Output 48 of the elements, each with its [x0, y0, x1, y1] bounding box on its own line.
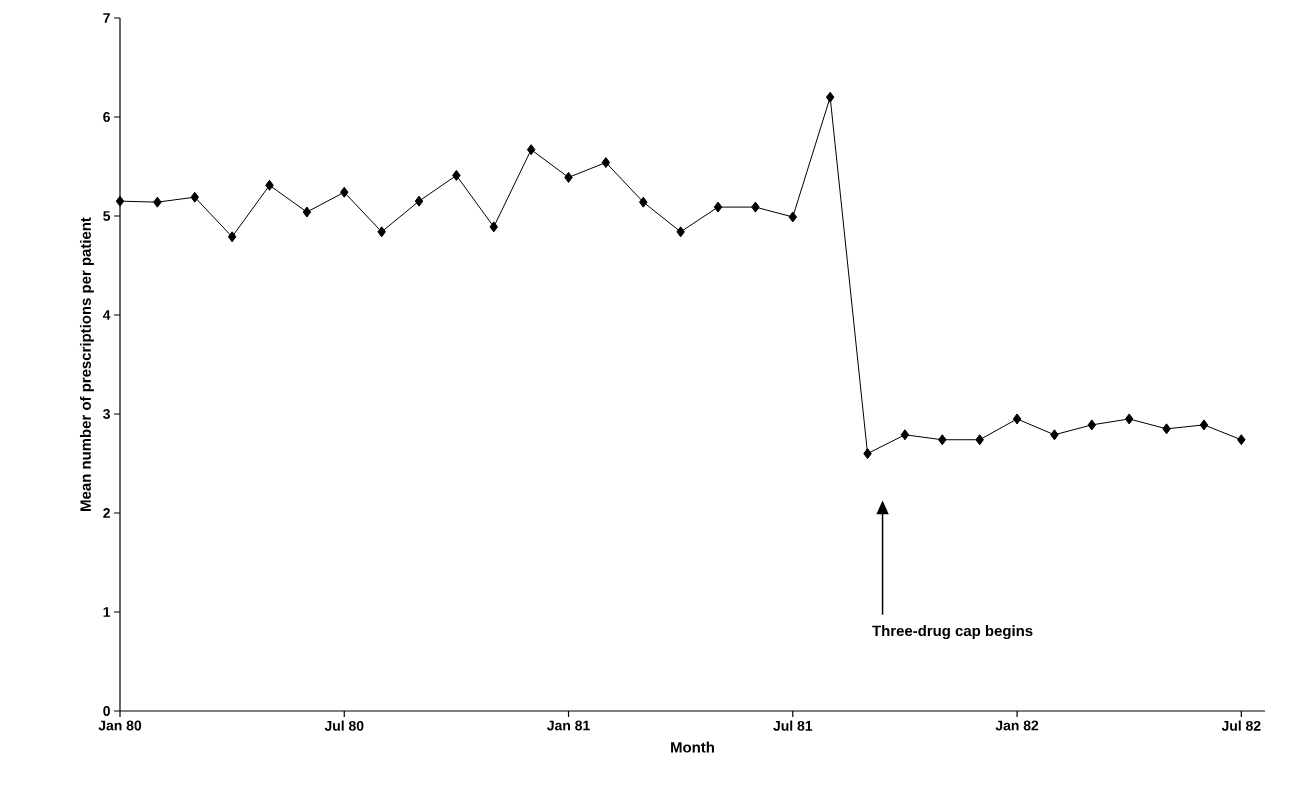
- point: [1012, 413, 1022, 425]
- x-tick-label: Jan 82: [995, 720, 1039, 731]
- point: [265, 179, 274, 191]
- x-tick-label: Jul 81: [773, 720, 813, 731]
- point: [1162, 423, 1171, 435]
- point: [414, 195, 424, 207]
- point: [713, 201, 723, 213]
- y-tick-label: 0: [103, 706, 110, 716]
- point: [526, 144, 536, 156]
- point: [564, 171, 573, 183]
- point: [302, 206, 312, 218]
- point: [900, 429, 910, 441]
- x-tick-label: Jan 80: [98, 720, 142, 731]
- point: [115, 195, 125, 207]
- x-tick-label: Jul 80: [324, 720, 364, 731]
- point: [975, 434, 984, 446]
- point: [489, 221, 499, 233]
- x-axis-title: Month: [671, 741, 714, 753]
- point: [1199, 419, 1209, 431]
- y-tick-label: 3: [103, 409, 110, 419]
- point: [1050, 429, 1059, 441]
- point: [601, 157, 611, 169]
- point: [1237, 434, 1246, 446]
- point: [639, 196, 648, 208]
- y-tick-label: 5: [103, 211, 111, 221]
- y-tick-label: 2: [103, 508, 110, 518]
- point: [153, 196, 162, 208]
- point: [227, 231, 237, 243]
- point: [1124, 413, 1134, 425]
- point: [751, 201, 760, 213]
- y-tick-label: 4: [102, 310, 111, 320]
- point: [676, 226, 685, 238]
- point: [190, 191, 199, 203]
- point: [938, 434, 947, 446]
- point: [340, 186, 349, 198]
- y-tick-label: 1: [103, 607, 111, 617]
- y-tick-label: 6: [103, 112, 110, 122]
- point: [1087, 419, 1097, 431]
- y-tick-label: 7: [103, 13, 110, 23]
- point: [788, 211, 798, 223]
- x-tick-label: Jan 81: [547, 720, 590, 731]
- point: [377, 226, 386, 238]
- point: [452, 169, 461, 181]
- point: [825, 91, 835, 103]
- y-axis-title: Mean number of prescriptions per patient: [79, 217, 94, 511]
- x-tick-label: Jul 82: [1221, 720, 1261, 731]
- annotation: Three-drug cap begins: [872, 625, 1033, 640]
- point: [863, 448, 872, 460]
